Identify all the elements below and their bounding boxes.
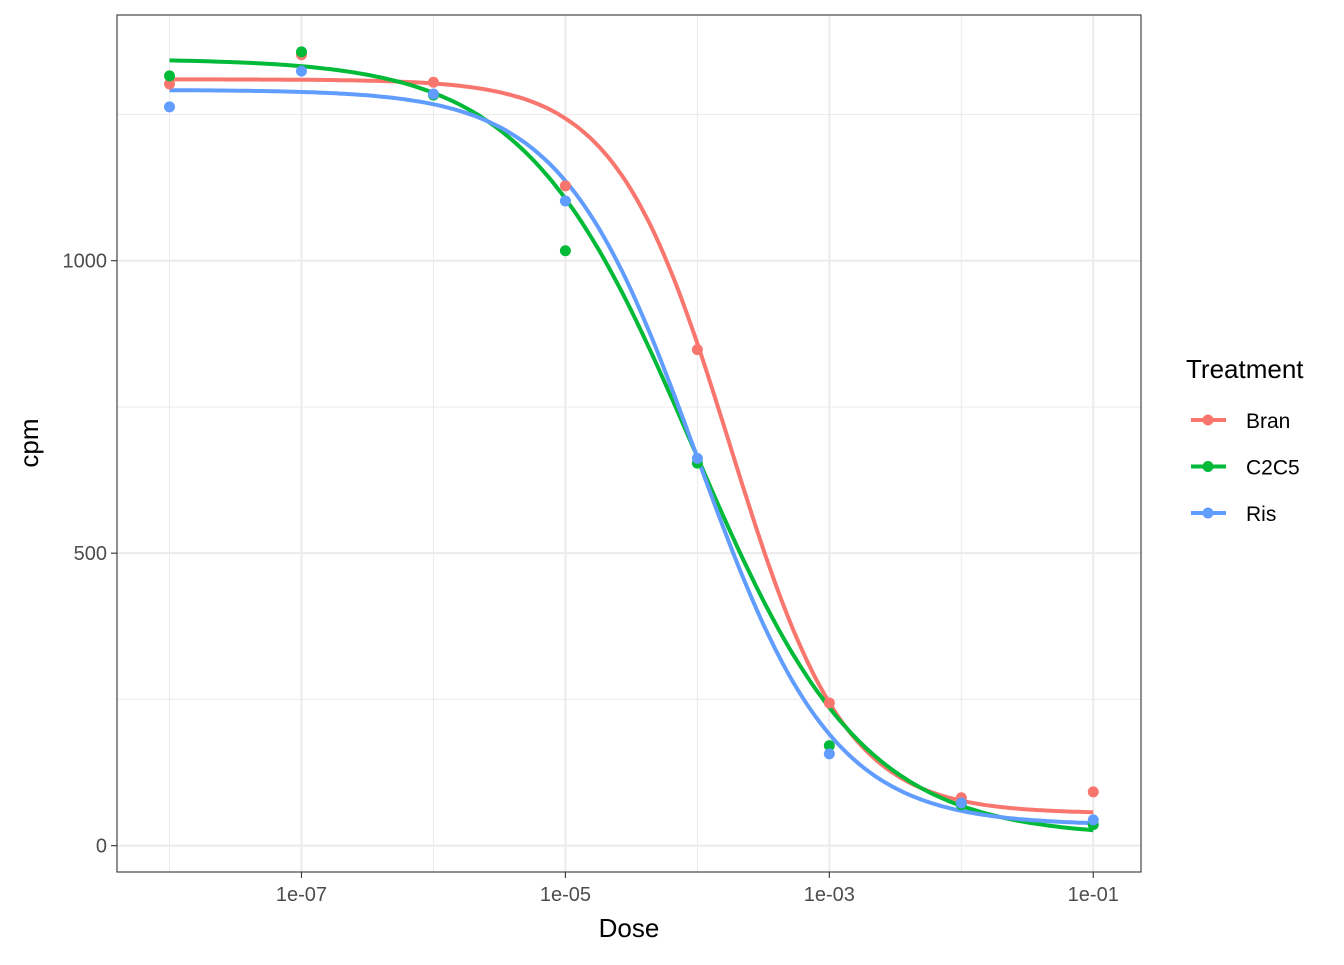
legend-label: Bran [1246,410,1290,433]
point-ris [1087,814,1099,826]
x-axis-label: Dose [599,913,660,943]
legend-key-point [1202,461,1214,472]
panel-border [116,14,1142,873]
fit-curve-ris [169,88,1094,826]
point-bran [559,180,571,192]
fit-curve-bran [169,77,1094,815]
point-ris [823,748,835,760]
point-ris [955,797,967,809]
point-bran [164,78,176,90]
point-ris [295,65,307,77]
point-bran [427,76,439,88]
point-c2c5 [164,70,176,82]
fit-curves [169,58,1094,833]
point-c2c5 [823,740,835,752]
plot-panel [117,15,1141,872]
legend-label: Ris [1246,503,1276,526]
point-bran [823,697,835,709]
legend-title: Treatment [1186,354,1304,384]
legend-key-point [1202,507,1214,519]
data-points [164,46,1099,831]
y-axis-label: cpm [14,418,44,467]
x-tick-label: 1e-05 [540,884,591,906]
point-ris [691,452,703,464]
grid [117,15,1141,872]
x-tick-label: 1e-07 [276,884,327,906]
legend-label: C2C5 [1246,457,1300,480]
legend-key-point [1202,414,1214,426]
point-bran [1087,786,1099,798]
point-ris [164,101,176,113]
y-tick-label: 1000 [63,251,108,273]
point-ris [427,88,439,100]
x-tick-label: 1e-03 [804,884,855,906]
point-c2c5 [559,245,571,257]
point-ris [559,195,571,207]
legend: Treatment Bran C2C5 Ris [1186,354,1304,526]
y-tick-label: 500 [74,543,107,565]
point-c2c5 [295,46,307,58]
fit-curve-c2c5 [169,58,1094,833]
point-bran [691,344,703,356]
y-tick-label: 0 [96,836,107,858]
x-tick-label: 1e-01 [1068,884,1119,906]
axes: 1e-07 1e-05 1e-03 1e-01 0 500 1000 [63,251,1119,906]
